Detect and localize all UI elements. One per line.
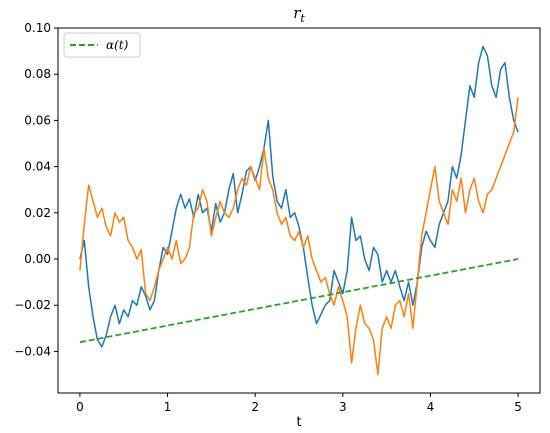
legend-box [63,32,141,58]
x-tick-label: 5 [514,400,522,414]
y-tick-label: 0.08 [24,67,51,81]
y-tick-label: −0.04 [14,344,51,358]
y-tick-label: 0.02 [24,206,51,220]
y-tick-label: 0.10 [24,21,51,35]
legend: α(t) [63,32,141,58]
series-line-orange [79,97,519,376]
x-tick-label: 0 [76,400,84,414]
y-tick-label: −0.02 [14,298,51,312]
y-axis: −0.04 −0.02 0.00 0.02 0.04 0.06 0.08 0.10 [14,21,58,358]
x-tick-label: 3 [339,400,347,414]
chart-title: rt [293,4,305,25]
x-axis-label: t [296,415,301,430]
y-tick-label: 0.00 [24,252,51,266]
x-tick-label: 2 [251,400,259,414]
series-layer [79,45,519,376]
x-tick-label: 4 [427,400,435,414]
plot-frame [57,27,541,394]
series-line-blue [79,45,519,348]
x-tick-label: 1 [164,400,172,414]
y-tick-label: 0.04 [24,160,51,174]
y-tick-label: 0.06 [24,113,51,127]
series-line-alpha [79,258,519,344]
x-axis: 0 1 2 3 4 5 [76,393,522,414]
chart-title-main: r [293,4,301,22]
chart-title-subscript: t [300,12,305,25]
legend-label-alpha: α(t) [106,38,129,52]
